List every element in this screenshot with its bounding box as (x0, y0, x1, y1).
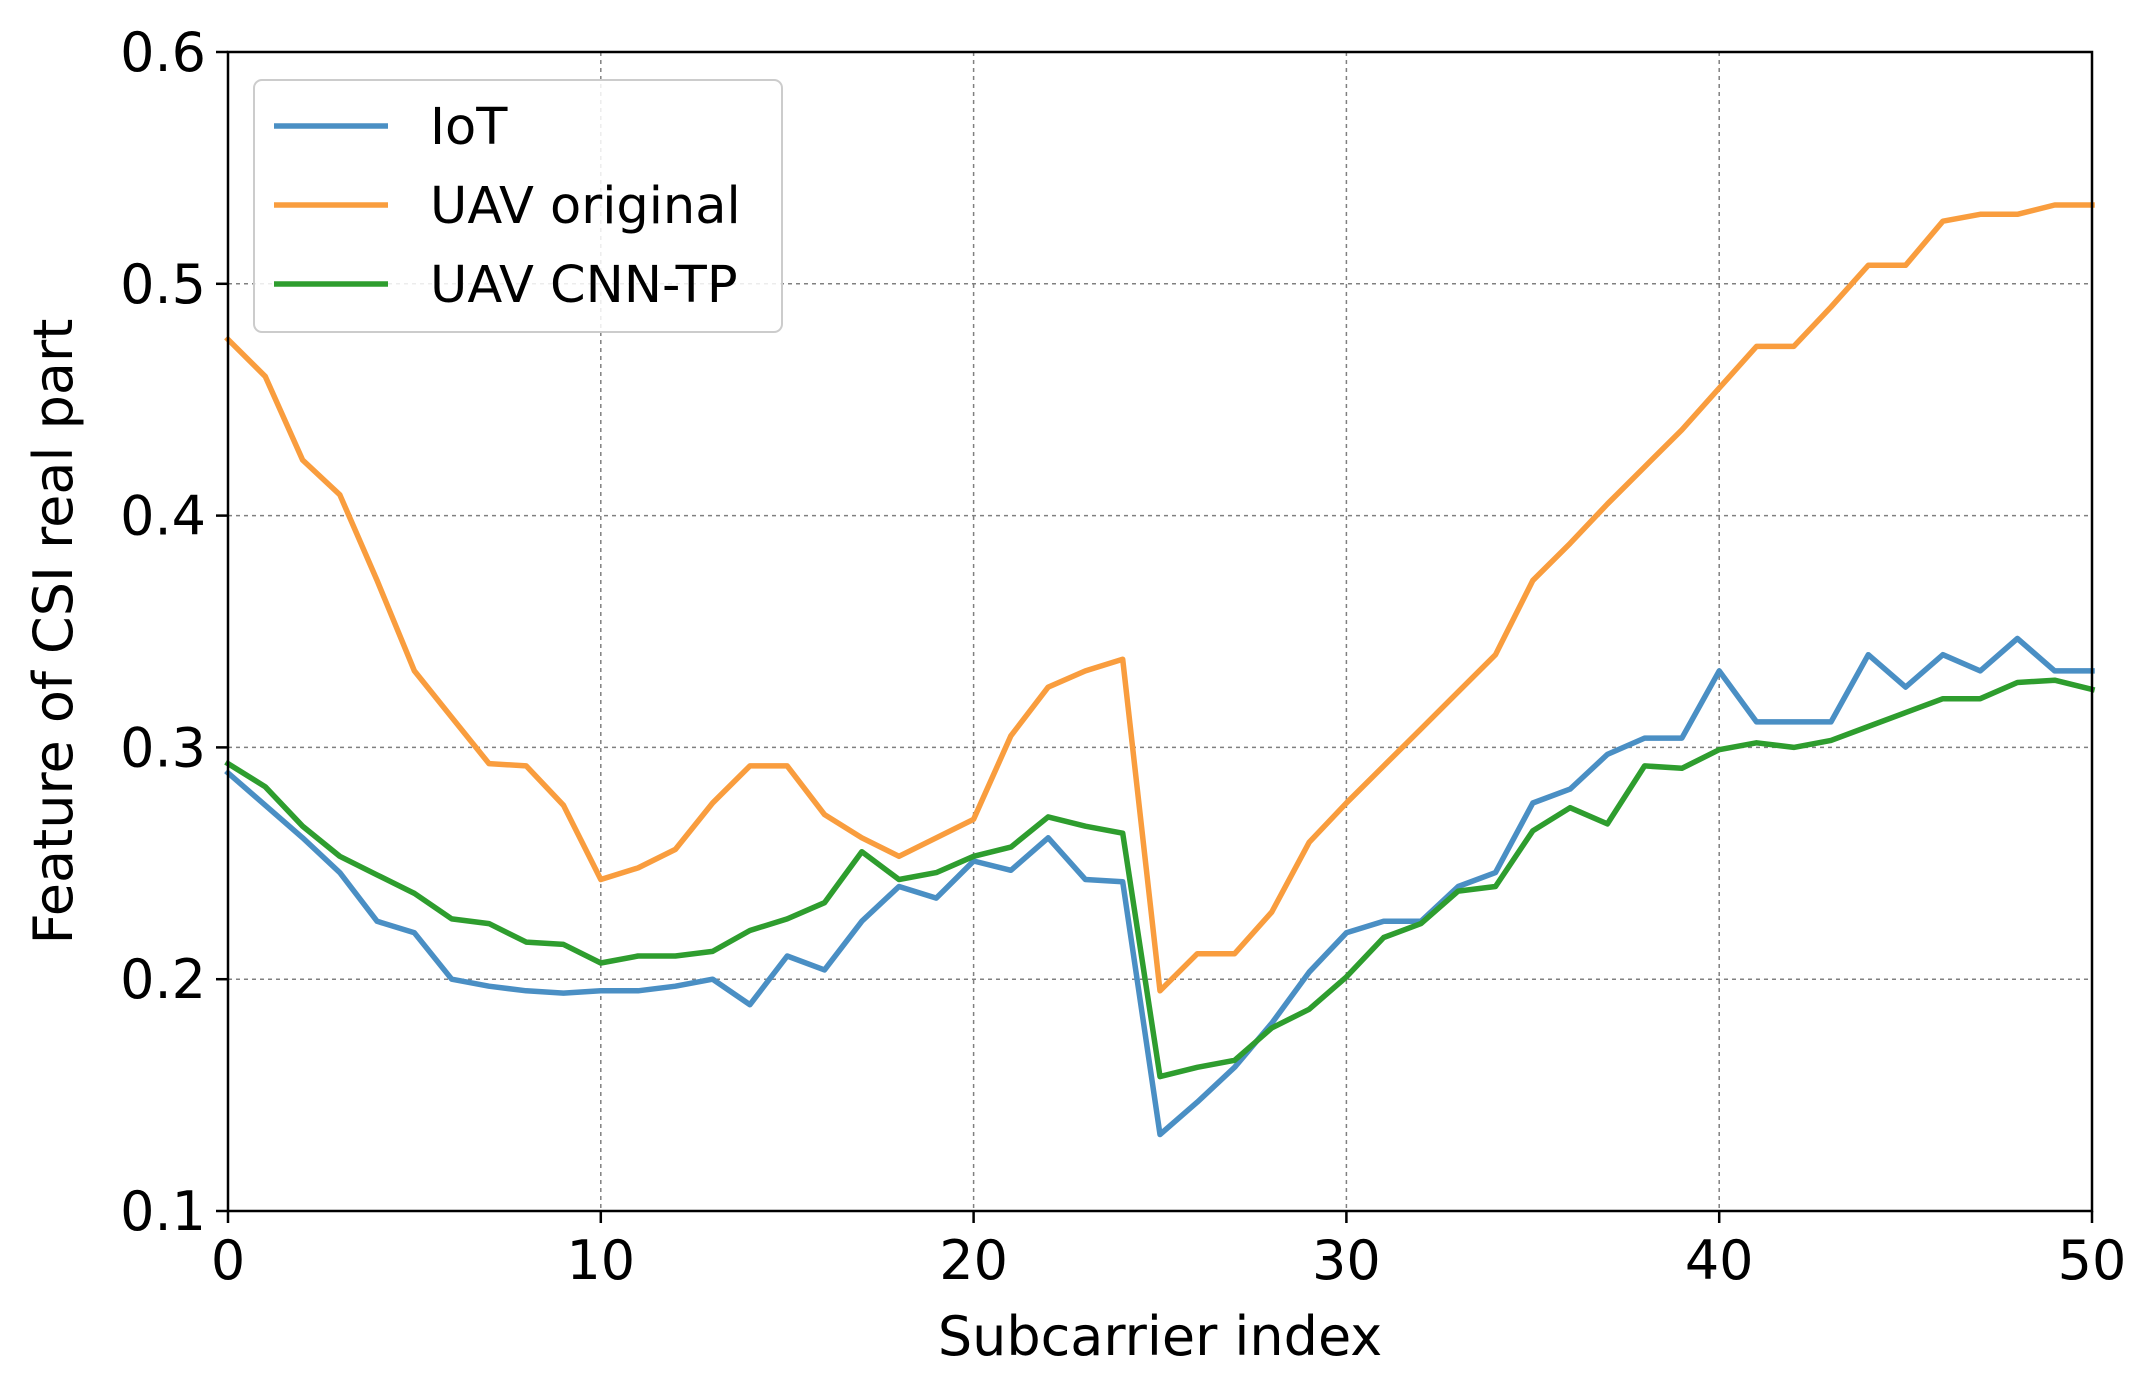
x-tick-label: 30 (1312, 1229, 1381, 1292)
legend-label: UAV CNN-TP (430, 256, 738, 315)
legend: IoT UAV original UAV CNN-TP (253, 79, 783, 333)
plot-frame (226, 50, 2094, 1213)
legend-label: IoT (430, 98, 508, 157)
y-tick-label: 0.4 (120, 485, 206, 548)
legend-box (253, 79, 783, 333)
legend-label: UAV original (430, 177, 741, 236)
axis-ticks: 0 10 20 30 40 50 0.1 0.2 0.3 0.4 0.5 0.6 (120, 21, 2126, 1292)
y-tick-label: 0.5 (120, 253, 206, 316)
x-tick-label: 10 (566, 1229, 635, 1292)
series-line-0 (224, 635, 2095, 1138)
x-tick-label: 20 (939, 1229, 1008, 1292)
y-tick-label: 0.6 (120, 21, 206, 84)
x-axis-title: Subcarrier index (938, 1305, 1382, 1368)
y-axis-title: Feature of CSI real part (22, 319, 85, 945)
x-tick-label: 40 (1685, 1229, 1754, 1292)
y-tick-label: 0.3 (120, 716, 206, 779)
x-tick-label: 50 (2058, 1229, 2127, 1292)
y-tick-label: 0.2 (120, 948, 206, 1011)
x-tick-label: 0 (211, 1229, 245, 1292)
series-line-2 (224, 677, 2096, 1080)
series-lines (224, 202, 2096, 1138)
series-line-1 (224, 202, 2095, 994)
y-tick-label: 0.1 (120, 1180, 206, 1243)
